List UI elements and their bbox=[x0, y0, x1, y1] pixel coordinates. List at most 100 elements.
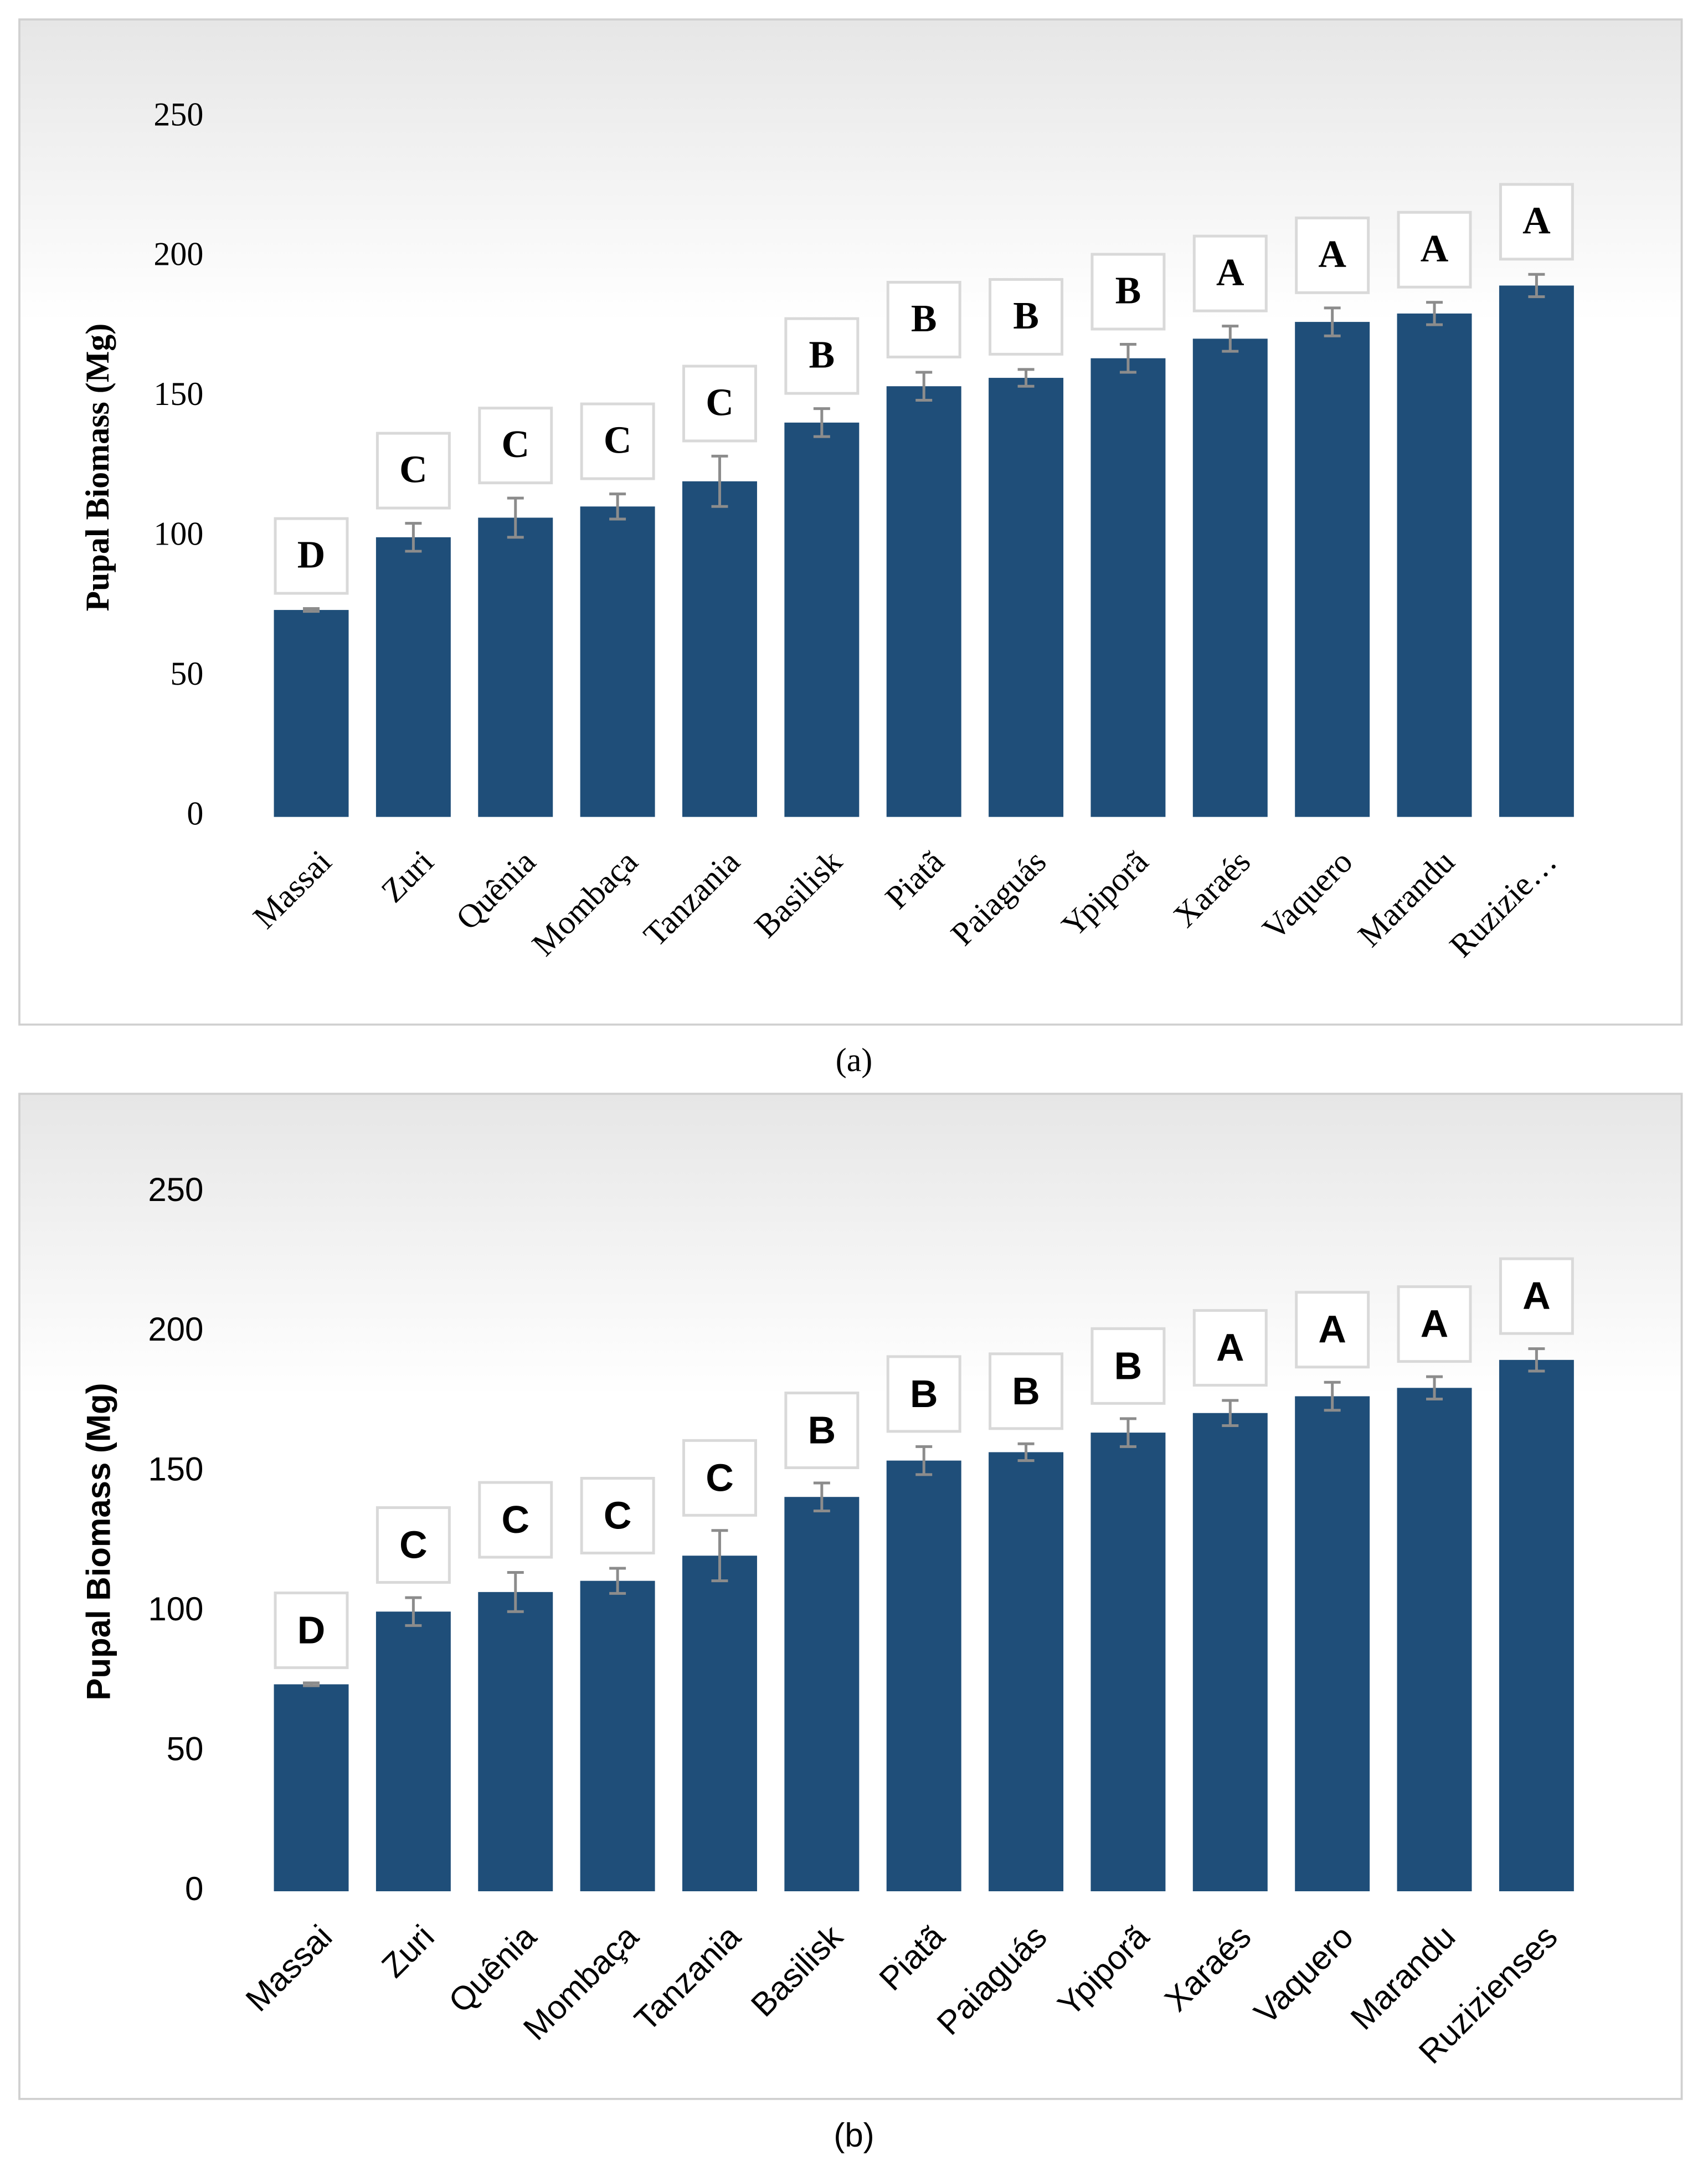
error-bar bbox=[711, 1529, 728, 1583]
y-tick-label: 50 bbox=[170, 655, 203, 692]
bar bbox=[784, 422, 860, 817]
annotation: A bbox=[1522, 1274, 1551, 1317]
y-tick-label: 50 bbox=[167, 1730, 204, 1767]
error-bar bbox=[1119, 342, 1136, 374]
annotation-box bbox=[1397, 1285, 1472, 1363]
annotation: C bbox=[399, 1523, 428, 1566]
y-tick-label: 100 bbox=[153, 516, 203, 552]
annotation-box bbox=[375, 1506, 451, 1584]
bar bbox=[580, 1580, 655, 1892]
annotation: A bbox=[1318, 1308, 1346, 1351]
y-tick-label: 200 bbox=[148, 1311, 203, 1348]
annotation-box bbox=[274, 517, 349, 595]
error-bar bbox=[1528, 273, 1545, 299]
annotation-box bbox=[989, 1352, 1064, 1430]
bar bbox=[274, 1684, 349, 1892]
error-bar bbox=[1222, 325, 1239, 353]
y-tick-label: 250 bbox=[153, 96, 203, 132]
annotation: A bbox=[1318, 233, 1346, 276]
y-tick-label: 200 bbox=[153, 236, 203, 273]
error-bar bbox=[609, 1567, 626, 1595]
annotation-box bbox=[478, 1481, 553, 1559]
annotation-box bbox=[1499, 183, 1574, 261]
annotation-box bbox=[1090, 253, 1166, 331]
error-bar bbox=[1426, 301, 1443, 326]
bar bbox=[1397, 313, 1472, 817]
bar bbox=[375, 1611, 451, 1892]
error-bar bbox=[1528, 1347, 1545, 1373]
annotation: A bbox=[1421, 228, 1449, 270]
y-tick-label: 150 bbox=[148, 1451, 203, 1488]
bar bbox=[1499, 285, 1574, 817]
annotation-box bbox=[580, 1476, 655, 1554]
annotation: A bbox=[1522, 199, 1551, 242]
error-bar bbox=[405, 1596, 422, 1627]
bar bbox=[1397, 1388, 1472, 1892]
annotation-box bbox=[1295, 1291, 1370, 1369]
bar bbox=[1499, 1359, 1574, 1892]
bar bbox=[989, 378, 1064, 817]
bar bbox=[1192, 1413, 1268, 1892]
annotation: B bbox=[910, 1372, 938, 1415]
y-tick-label: 100 bbox=[148, 1590, 203, 1628]
annotation-box bbox=[1192, 234, 1268, 312]
annotation-box bbox=[784, 317, 860, 395]
annotation: D bbox=[297, 1608, 326, 1651]
error-bar bbox=[1324, 306, 1341, 337]
annotation: A bbox=[1421, 1302, 1449, 1346]
annotation: B bbox=[1013, 295, 1039, 337]
error-bar bbox=[711, 454, 728, 508]
bar bbox=[580, 506, 655, 817]
y-axis-title: Pupal Biomass (Mg) bbox=[79, 324, 116, 612]
annotation: A bbox=[1216, 1326, 1244, 1369]
bar bbox=[989, 1452, 1064, 1892]
bar bbox=[478, 1592, 553, 1892]
error-bar bbox=[507, 1571, 524, 1613]
error-bar bbox=[1119, 1417, 1136, 1448]
annotation: B bbox=[1115, 270, 1141, 312]
error-bar bbox=[507, 496, 524, 539]
annotation: B bbox=[1012, 1369, 1040, 1413]
annotation-box bbox=[1499, 1257, 1574, 1335]
annotation: B bbox=[911, 297, 937, 340]
annotation-box bbox=[1090, 1327, 1166, 1405]
annotation-box bbox=[682, 365, 757, 443]
error-bar bbox=[303, 607, 320, 613]
bar bbox=[1295, 322, 1370, 817]
annotation: A bbox=[1216, 252, 1244, 294]
annotation-box bbox=[478, 407, 553, 485]
annotation-box bbox=[1295, 216, 1370, 294]
bar bbox=[274, 610, 349, 817]
annotation: B bbox=[809, 334, 835, 377]
annotation: B bbox=[1114, 1344, 1143, 1387]
bar bbox=[784, 1497, 860, 1892]
annotation-box bbox=[886, 281, 961, 358]
error-bar bbox=[915, 1445, 933, 1476]
bar bbox=[1295, 1396, 1370, 1892]
annotation: C bbox=[501, 423, 529, 466]
error-bar bbox=[915, 371, 933, 402]
bar bbox=[886, 386, 961, 817]
bar bbox=[682, 481, 757, 817]
annotation-box bbox=[1192, 1309, 1268, 1387]
bar bbox=[375, 537, 451, 817]
error-bar bbox=[1017, 1442, 1035, 1462]
y-tick-label: 0 bbox=[185, 1870, 203, 1907]
annotation-box bbox=[580, 402, 655, 480]
bar bbox=[886, 1460, 961, 1892]
annotation-box bbox=[989, 278, 1064, 356]
annotation: C bbox=[706, 1456, 734, 1499]
error-bar bbox=[813, 1481, 830, 1512]
error-bar bbox=[813, 407, 830, 438]
error-bar bbox=[1222, 1399, 1239, 1427]
annotation: B bbox=[808, 1408, 836, 1451]
annotation: C bbox=[604, 419, 632, 462]
y-tick-label: 0 bbox=[187, 795, 203, 832]
error-bar bbox=[1017, 368, 1035, 388]
error-bar bbox=[1426, 1375, 1443, 1401]
annotation: C bbox=[399, 449, 428, 491]
